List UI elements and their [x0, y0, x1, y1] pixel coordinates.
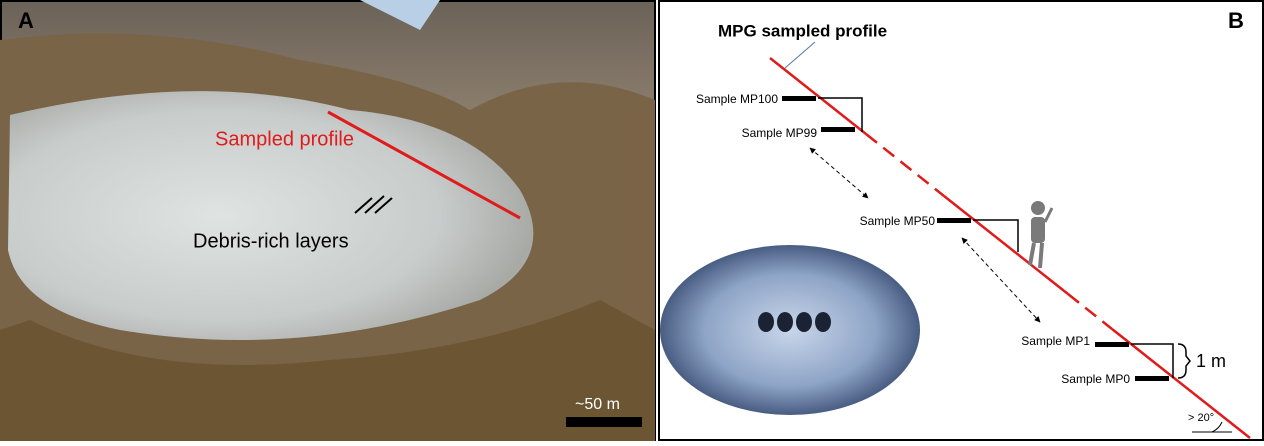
figure: A Sampled profile Debris-rich layers ~50…: [0, 0, 1264, 441]
annotation: Debris-rich layers: [193, 230, 349, 252]
scale-bar: [566, 417, 642, 427]
panel-title: MPG sampled profile: [718, 21, 887, 40]
panel-label: A: [18, 8, 34, 33]
angle-label: > 20°: [1188, 412, 1214, 424]
inset-photo: [660, 245, 920, 415]
panel-b: B MPG sampled profile Sample MP100 Sampl…: [659, 1, 1263, 440]
scale-label: ~50 m: [575, 396, 620, 413]
sample-label: Sample MP0: [1061, 372, 1130, 386]
panel-label: B: [1228, 8, 1244, 33]
sample-label: Sample MP50: [860, 214, 936, 228]
sample-label: Sample MP100: [696, 92, 778, 106]
height-label: 1 m: [1196, 351, 1226, 371]
sample-label: Sample MP1: [1021, 334, 1090, 348]
sample-label: Sample MP99: [742, 126, 818, 140]
panel-a: A Sampled profile Debris-rich layers ~50…: [0, 0, 655, 441]
annotation: Sampled profile: [215, 128, 354, 150]
